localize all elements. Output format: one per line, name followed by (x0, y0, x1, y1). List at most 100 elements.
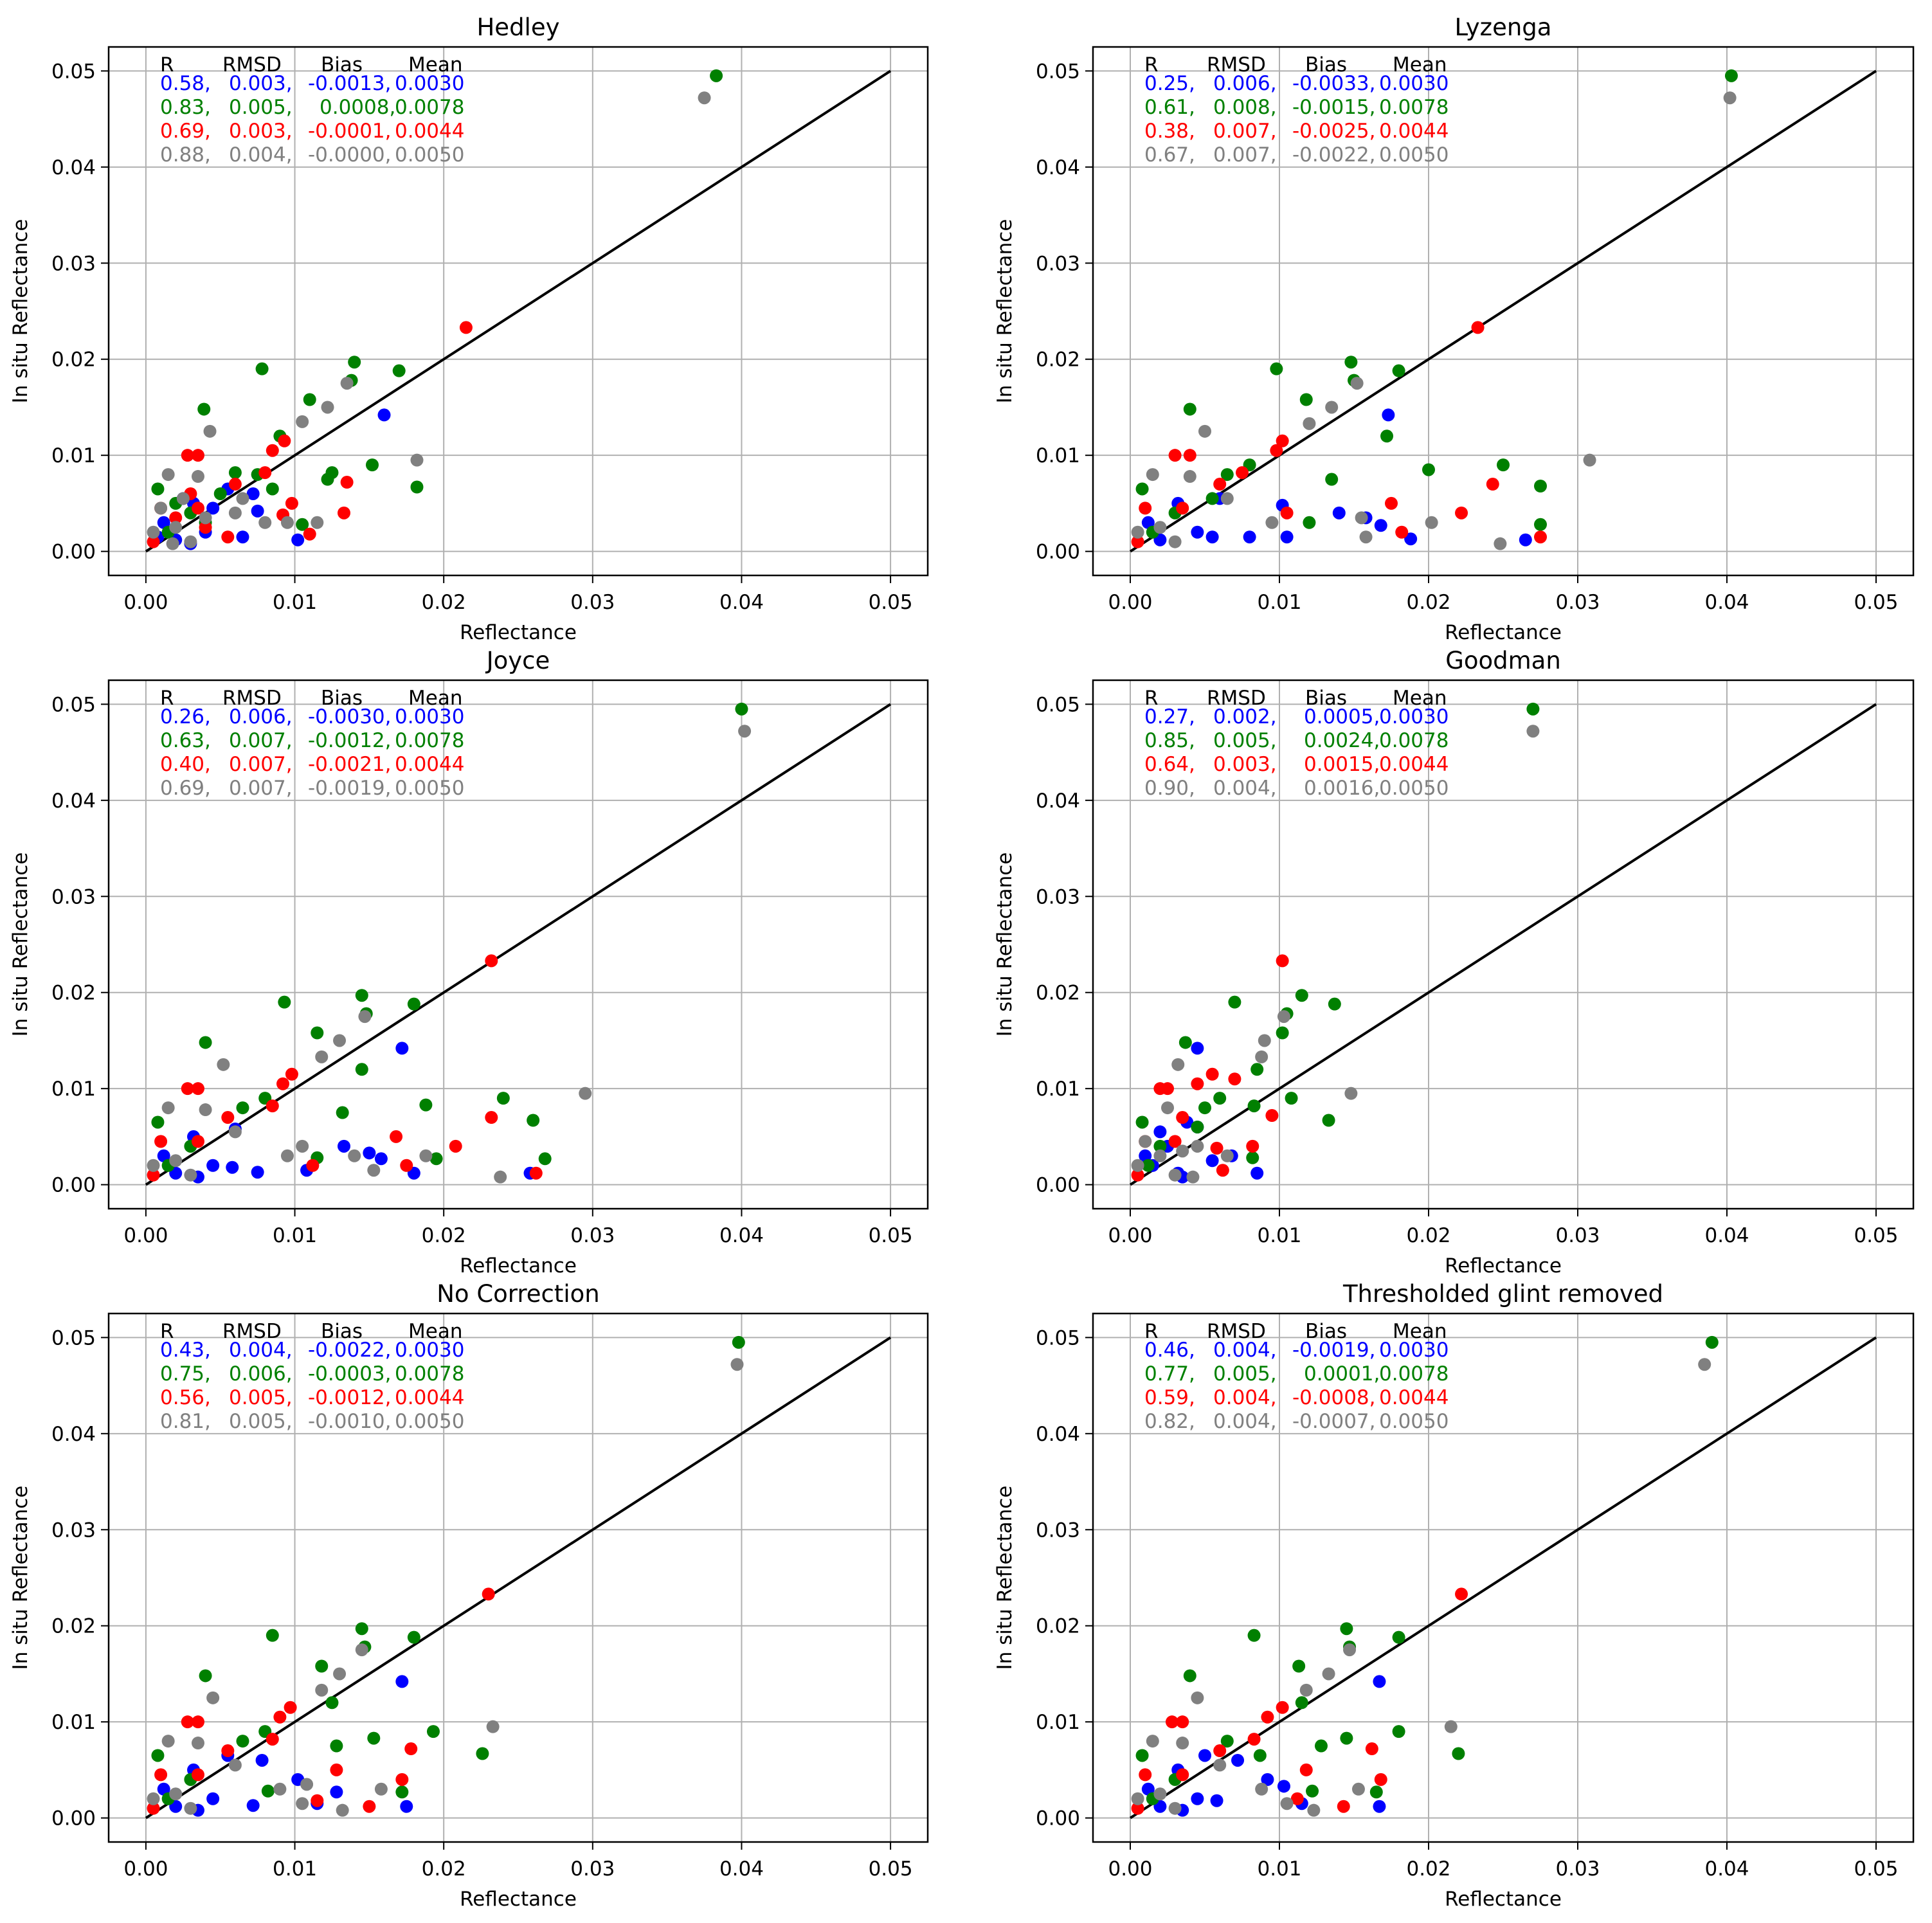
data-point-gray (1176, 1144, 1189, 1158)
data-point-red (1265, 1109, 1279, 1123)
data-point-blue (1373, 1800, 1386, 1813)
x-tick-label: 0.04 (1704, 1224, 1749, 1247)
data-point-green (1534, 518, 1547, 531)
data-point-green (1314, 1739, 1328, 1753)
stats-value: 0.0078 (1379, 729, 1449, 752)
stats-header-r: R (1144, 1320, 1159, 1343)
data-point-green (199, 1036, 212, 1049)
stats-value: 0.005, (229, 96, 293, 119)
data-point-gray (1343, 1643, 1357, 1657)
data-point-gray (1526, 725, 1540, 738)
data-point-red (337, 506, 350, 519)
data-point-red (1191, 1077, 1204, 1090)
stats-value: 0.0078 (395, 729, 464, 752)
data-point-gray (1168, 1801, 1182, 1815)
data-point-red (181, 1715, 194, 1729)
x-tick-label: 0.05 (869, 1857, 913, 1881)
data-point-red (191, 1715, 204, 1729)
y-tick-label: 0.04 (51, 790, 96, 813)
data-point-green (392, 364, 406, 377)
stats-value: 0.0078 (395, 96, 464, 119)
data-point-green (1380, 429, 1394, 443)
data-point-green (303, 393, 316, 406)
data-point-gray (348, 1149, 361, 1162)
data-point-red (1455, 506, 1468, 519)
data-point-blue (337, 1139, 350, 1153)
data-point-red (221, 1744, 235, 1758)
data-point-gray (1183, 470, 1196, 483)
data-point-gray (1303, 417, 1316, 430)
data-point-red (1276, 434, 1289, 447)
axes-frame (107, 46, 929, 577)
data-point-green (1422, 463, 1435, 476)
data-point-gray (1131, 1792, 1144, 1805)
data-point-blue (1373, 1675, 1386, 1688)
data-point-green (355, 1063, 368, 1076)
data-point-green (228, 466, 242, 480)
y-tick-label: 0.02 (51, 1615, 96, 1638)
subplot-title: No Correction (437, 1280, 600, 1308)
data-point-blue (1250, 1166, 1264, 1180)
data-point-gray (1171, 1058, 1185, 1071)
y-tick-label: 0.00 (1036, 541, 1080, 564)
stats-value: 0.0030 (1379, 72, 1449, 95)
data-point-gray (1220, 492, 1234, 505)
data-point-blue (1243, 530, 1256, 544)
data-point-green (1198, 1101, 1211, 1115)
stats-header-bias: Bias (321, 687, 363, 710)
data-point-blue (251, 504, 264, 518)
data-point-red (169, 511, 183, 525)
stats-value: 0.007, (229, 753, 293, 776)
data-point-green (336, 1106, 349, 1119)
x-tick-label: 0.03 (570, 591, 615, 614)
data-point-green (1526, 702, 1540, 716)
stats-header-rmsd: RMSD (1207, 1320, 1266, 1343)
data-point-red (191, 449, 204, 462)
x-tick-label: 0.03 (1555, 591, 1600, 614)
data-point-gray (1350, 377, 1364, 390)
stats-value: 0.003, (1213, 753, 1277, 776)
data-point-red (1247, 1733, 1261, 1746)
y-tick-label: 0.02 (1036, 1615, 1080, 1638)
data-point-green (1250, 1063, 1264, 1076)
y-tick-label: 0.02 (51, 982, 96, 1005)
data-point-green (1141, 1159, 1155, 1172)
data-point-green (355, 989, 368, 1002)
stats-value: -0.0015, (1292, 96, 1376, 119)
data-point-blue (395, 1042, 409, 1055)
stats-header-rmsd: RMSD (1207, 53, 1266, 77)
data-point-green (710, 69, 723, 82)
data-point-blue (157, 516, 170, 529)
data-point-red (1276, 1701, 1289, 1714)
data-point-blue (1141, 516, 1155, 529)
data-point-gray (1355, 511, 1368, 525)
y-axis-label: In situ Reflectance (993, 1486, 1016, 1670)
data-point-green (496, 1092, 510, 1105)
x-tick-label: 0.00 (123, 591, 168, 614)
x-tick-label: 0.05 (869, 591, 913, 614)
stats-value: 0.005, (1213, 1362, 1277, 1386)
data-point-green (732, 1335, 745, 1349)
data-point-red (1228, 1072, 1241, 1086)
data-point-blue (1191, 1042, 1204, 1055)
stats-value: -0.0019, (308, 777, 392, 800)
stats-value: 0.69, (160, 777, 211, 800)
data-point-red (147, 1801, 160, 1815)
y-tick-label: 0.03 (1036, 1519, 1080, 1542)
data-point-gray (315, 1683, 329, 1697)
data-point-green (315, 1659, 329, 1673)
data-point-gray (161, 1735, 175, 1748)
data-point-red (1455, 1587, 1468, 1601)
stats-value: 0.0030 (1379, 705, 1449, 728)
data-point-gray (228, 1125, 242, 1139)
y-axis-label: In situ Reflectance (9, 853, 32, 1037)
x-axis-label: Reflectance (460, 1888, 577, 1911)
x-tick-label: 0.02 (422, 1224, 466, 1247)
stats-header-r: R (1144, 53, 1159, 77)
data-point-green (429, 1152, 443, 1166)
data-point-green (395, 1785, 409, 1799)
data-point-red (1216, 1164, 1229, 1177)
stats-value: 0.90, (1144, 777, 1195, 800)
data-point-green (1299, 393, 1313, 406)
data-point-green (407, 1630, 420, 1644)
